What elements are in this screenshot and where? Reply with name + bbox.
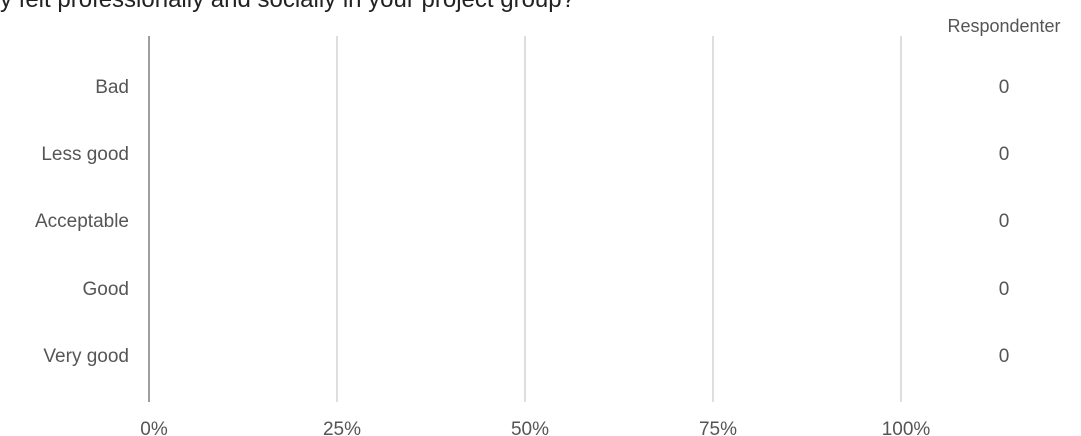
respondent-count: 0	[999, 279, 1010, 300]
respondent-count: 0	[999, 346, 1010, 367]
category-label: Less good	[41, 144, 129, 165]
x-tick-label: 75%	[699, 419, 737, 436]
respondent-count: 0	[999, 77, 1010, 98]
x-tick-label: 25%	[323, 419, 361, 436]
x-tick-label: 0%	[140, 419, 168, 436]
category-label: Very good	[43, 346, 129, 367]
category-label: Acceptable	[35, 211, 129, 232]
x-tick-label: 50%	[511, 419, 549, 436]
respondents-header: Respondenter	[947, 16, 1060, 36]
x-tick-label: 100%	[882, 419, 931, 436]
chart-title: y felt professionally and socially in yo…	[0, 0, 575, 14]
category-label: Good	[83, 279, 129, 300]
respondent-count: 0	[999, 144, 1010, 165]
category-label: Bad	[95, 77, 129, 98]
respondent-count: 0	[999, 211, 1010, 232]
